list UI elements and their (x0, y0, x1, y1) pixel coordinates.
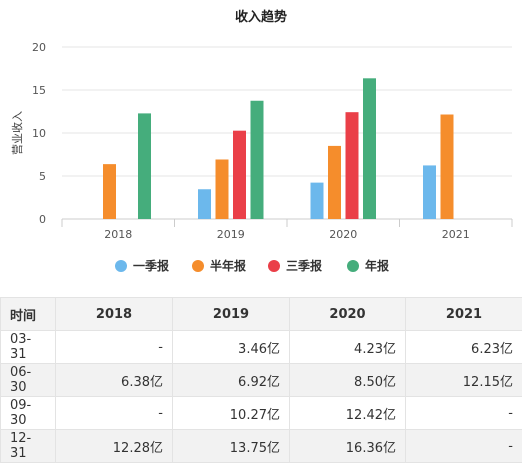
table-row: 03-31 - 3.46亿 4.23亿 6.23亿 (1, 331, 522, 364)
bar (103, 164, 116, 219)
cell-value: 16.36亿 (290, 430, 406, 463)
cell-value: - (56, 331, 173, 364)
cell-value: 6.23亿 (406, 331, 522, 364)
legend-swatch (192, 260, 204, 272)
cell-value: 8.50亿 (290, 364, 406, 397)
table-header-row: 时间 2018 2019 2020 2021 (1, 298, 522, 331)
bar (233, 131, 246, 219)
y-axis-ticks: 0 5 10 15 20 (32, 41, 46, 226)
header-2020: 2020 (290, 298, 406, 331)
y-tick-label: 10 (32, 127, 46, 140)
revenue-table: 时间 2018 2019 2020 2021 03-31 - 3.46亿 4.2… (0, 297, 522, 463)
x-tick-label: 2021 (442, 228, 470, 241)
cell-value: 12.15亿 (406, 364, 522, 397)
legend-label: 年报 (365, 258, 389, 273)
cell-period: 03-31 (1, 331, 56, 364)
legend-swatch (268, 260, 280, 272)
cell-value: 10.27亿 (173, 397, 290, 430)
bar (198, 189, 211, 219)
header-time: 时间 (1, 298, 56, 331)
cell-period: 12-31 (1, 430, 56, 463)
bar (251, 101, 264, 219)
x-tick-label: 2019 (217, 228, 245, 241)
bar (346, 112, 359, 219)
bar (363, 78, 376, 219)
cell-period: 09-30 (1, 397, 56, 430)
y-tick-label: 15 (32, 84, 46, 97)
cell-value: 12.42亿 (290, 397, 406, 430)
cell-value: 12.28亿 (56, 430, 173, 463)
bars (103, 78, 454, 219)
cell-value: 6.92亿 (173, 364, 290, 397)
revenue-trend-chart: 收入趋势 营业收入 0 5 10 15 20 2018 2019 2020 2021 一季报 半… (0, 0, 522, 290)
x-tick-label: 2018 (104, 228, 132, 241)
legend-swatch (115, 260, 127, 272)
header-2018: 2018 (56, 298, 173, 331)
table-row: 06-30 6.38亿 6.92亿 8.50亿 12.15亿 (1, 364, 522, 397)
cell-value: - (56, 397, 173, 430)
y-tick-label: 5 (39, 170, 46, 183)
legend-label: 半年报 (210, 258, 246, 273)
cell-value: 4.23亿 (290, 331, 406, 364)
y-tick-label: 0 (39, 213, 46, 226)
bar (138, 113, 151, 219)
table-row: 09-30 - 10.27亿 12.42亿 - (1, 397, 522, 430)
cell-period: 06-30 (1, 364, 56, 397)
header-2019: 2019 (173, 298, 290, 331)
chart-title: 收入趋势 (235, 9, 287, 25)
cell-value: 13.75亿 (173, 430, 290, 463)
x-tick-label: 2020 (329, 228, 357, 241)
cell-value: - (406, 430, 522, 463)
y-tick-label: 20 (32, 41, 46, 54)
cell-value: - (406, 397, 522, 430)
header-2021: 2021 (406, 298, 522, 331)
legend-label: 一季报 (133, 258, 169, 273)
cell-value: 6.38亿 (56, 364, 173, 397)
bar (423, 165, 436, 219)
y-axis-label: 营业收入 (10, 111, 24, 155)
x-axis: 2018 2019 2020 2021 (62, 219, 512, 241)
legend: 一季报 半年报 三季报 年报 (115, 258, 389, 273)
cell-value: 3.46亿 (173, 331, 290, 364)
bar (441, 115, 454, 219)
legend-swatch (347, 260, 359, 272)
bar (216, 159, 229, 219)
legend-label: 三季报 (286, 258, 322, 273)
bar (328, 146, 341, 219)
table-row: 12-31 12.28亿 13.75亿 16.36亿 - (1, 430, 522, 463)
bar (311, 183, 324, 219)
